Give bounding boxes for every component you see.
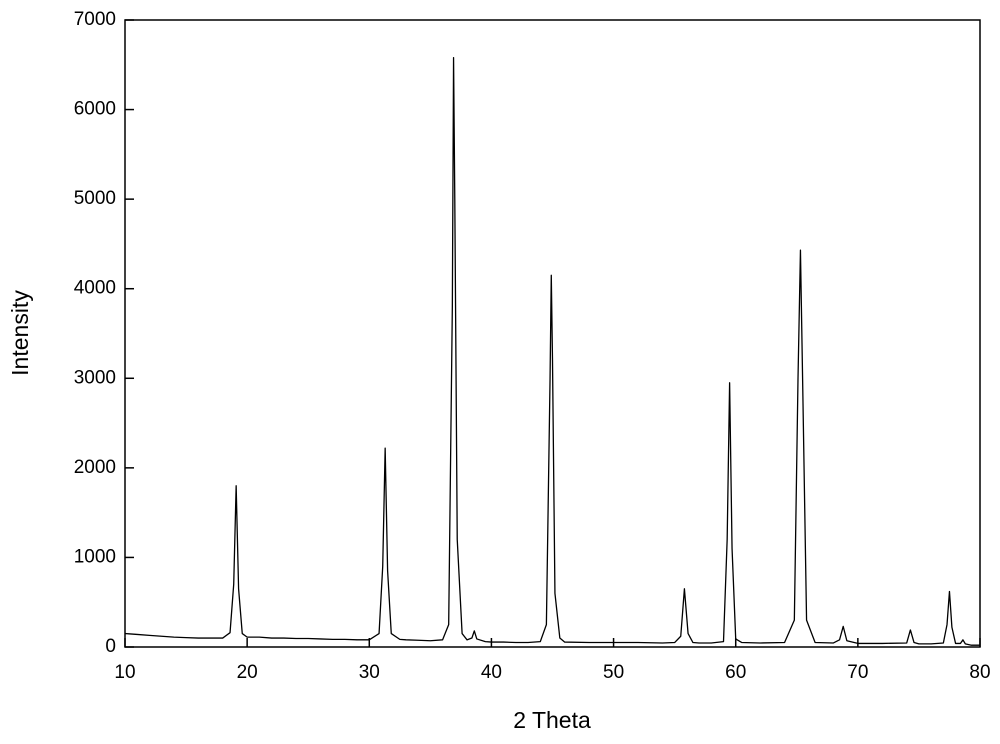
y-tick-label: 5000: [74, 188, 116, 209]
x-tick-label: 50: [603, 662, 624, 683]
x-tick-label: 30: [359, 662, 380, 683]
y-tick-label: 7000: [74, 9, 116, 30]
y-tick-label: 2000: [74, 457, 116, 478]
y-tick-label: 0: [105, 636, 116, 657]
x-axis-title: 2 Theta: [513, 707, 591, 733]
data-line: [124, 56, 980, 646]
y-tick-label: 1000: [74, 546, 116, 567]
x-tick-label: 40: [481, 662, 502, 683]
x-tick-label: 10: [114, 662, 135, 683]
x-tick-label: 60: [725, 662, 746, 683]
x-tick-label: 20: [237, 662, 258, 683]
x-tick-label: 80: [969, 662, 990, 683]
y-tick-label: 3000: [74, 367, 116, 388]
x-tick-label: 70: [847, 662, 868, 683]
plot-frame: [124, 19, 981, 648]
y-tick-label: 4000: [74, 278, 116, 299]
y-tick-label: 6000: [74, 99, 116, 120]
y-axis-title: Intensity: [7, 290, 33, 376]
